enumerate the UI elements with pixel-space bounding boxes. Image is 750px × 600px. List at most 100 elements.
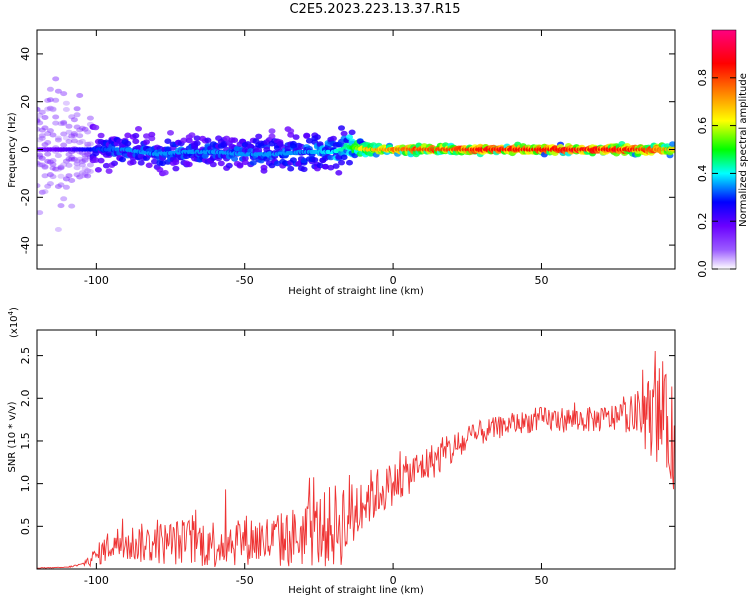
heatmap-cell — [65, 156, 73, 162]
heatmap-cell — [70, 156, 78, 162]
heatmap-cell — [73, 165, 81, 171]
heatmap-cell — [60, 91, 68, 97]
heatmap-cell — [68, 178, 76, 183]
heatmap-cell — [86, 162, 94, 168]
heatmap-cell — [249, 160, 257, 166]
heatmap-cell — [41, 164, 49, 170]
heatmap-cell — [65, 173, 73, 179]
heatmap-cell — [68, 154, 76, 160]
heatmap-cell — [62, 135, 70, 141]
heatmap-cell — [273, 160, 281, 167]
heatmap-cell — [54, 227, 62, 232]
heatmap-cell — [68, 133, 76, 139]
heatmap-cell — [54, 166, 62, 172]
colorbar-tick-label: 0.8 — [696, 69, 709, 87]
heatmap-cell — [44, 106, 52, 112]
heatmap-cell — [129, 159, 137, 165]
x-tick-label: -100 — [84, 274, 109, 287]
snr-ticks: -100 -50 0 50 0.5 1.0 1.5 2.0 2.5 — [19, 330, 675, 587]
heatmap-cell — [338, 125, 345, 131]
heatmap-cell — [76, 133, 84, 139]
heatmap-cell — [311, 157, 319, 163]
y-tick-label: 0 — [19, 146, 32, 153]
heatmap-cell — [65, 129, 73, 135]
heatmap-cell — [105, 168, 113, 174]
heatmap-cell — [38, 133, 46, 139]
colorbar-tick-label: 0.0 — [696, 260, 709, 278]
heatmap-cells — [37, 76, 675, 232]
heatmap-cell — [41, 142, 49, 148]
heatmap-cell — [669, 141, 675, 147]
snr-panel: -100 -50 0 50 0.5 1.0 1.5 2.0 2.5 Height of stra… — [7, 307, 676, 596]
snr-y-multiplier: (x104) — [7, 307, 20, 338]
svg-text:(x104): (x104) — [7, 307, 20, 338]
heatmap-cell — [60, 196, 68, 202]
heatmap-cell — [49, 174, 57, 180]
heatmap-cell — [297, 143, 305, 150]
heatmap-cell — [86, 115, 94, 121]
heatmap-cell — [151, 158, 158, 165]
heatmap-cell — [62, 100, 70, 106]
heatmap-cell — [172, 165, 180, 172]
y-tick-label: -40 — [19, 236, 32, 254]
heatmap-cell — [316, 162, 324, 169]
heatmap-cell — [143, 133, 150, 139]
heatmap-cell — [65, 123, 73, 129]
heatmap-cell — [57, 203, 65, 209]
heatmap-cell — [76, 127, 84, 133]
heatmap-cell — [44, 151, 52, 157]
heatmap-cell — [172, 159, 180, 166]
heatmap-cell — [148, 135, 156, 142]
heatmap-cell — [78, 150, 86, 156]
heatmap-cell — [60, 142, 68, 148]
heatmap-cell — [284, 145, 292, 152]
heatmap-panel: -100 -50 0 50 -40 -20 0 20 40 Height of straight… — [7, 29, 676, 297]
heatmap-cell — [73, 124, 81, 130]
heatmap-cell — [68, 114, 76, 120]
heatmap-cell — [62, 176, 70, 182]
colorbar-gradient — [711, 29, 737, 270]
heatmap-cell — [185, 161, 193, 168]
heatmap-cell — [303, 133, 311, 139]
heatmap-cell — [338, 159, 345, 166]
heatmap-cell — [346, 159, 353, 166]
heatmap-cell — [180, 137, 188, 144]
heatmap-cell — [84, 168, 92, 174]
heatmap-cell — [81, 126, 89, 132]
heatmap-cell — [340, 154, 348, 161]
heatmap-cell — [313, 134, 321, 140]
heatmap-cell — [52, 120, 60, 126]
heatmap-cell — [97, 132, 105, 139]
colorbar-ticks: 0.0 0.2 0.4 0.6 0.8 — [696, 69, 736, 278]
heatmap-cell — [124, 132, 132, 139]
heatmap-cell — [255, 133, 263, 140]
heatmap-cell — [300, 166, 308, 173]
snr-multiplier-close: ) — [9, 307, 20, 311]
heatmap-cell — [78, 138, 86, 144]
heatmap-cell — [268, 133, 276, 140]
heatmap-cell — [60, 119, 68, 125]
heatmap-cell — [37, 112, 44, 118]
heatmap-cell — [54, 135, 62, 141]
heatmap-cell — [346, 134, 353, 140]
x-tick-label: 0 — [390, 574, 397, 587]
y-tick-label: 1.5 — [19, 432, 32, 450]
heatmap-cell — [340, 130, 348, 137]
heatmap-cell — [54, 137, 62, 143]
heatmap-y-axis-label: Frequency (Hz) — [7, 112, 18, 188]
heatmap-cell — [84, 141, 92, 147]
heatmap-cell — [327, 154, 335, 161]
heatmap-cell — [38, 189, 46, 195]
heatmap-cell — [81, 166, 89, 172]
heatmap-cell — [38, 109, 46, 115]
heatmap-cell — [209, 161, 217, 168]
heatmap-cell — [102, 162, 110, 169]
heatmap-cell — [57, 165, 65, 171]
heatmap-cell — [49, 106, 57, 112]
heatmap-cell — [38, 135, 46, 141]
heatmap-cell — [148, 131, 156, 138]
heatmap-cell — [37, 183, 41, 189]
heatmap-cell — [37, 120, 44, 126]
heatmap-cell — [73, 158, 81, 164]
heatmap-cell — [255, 147, 263, 153]
